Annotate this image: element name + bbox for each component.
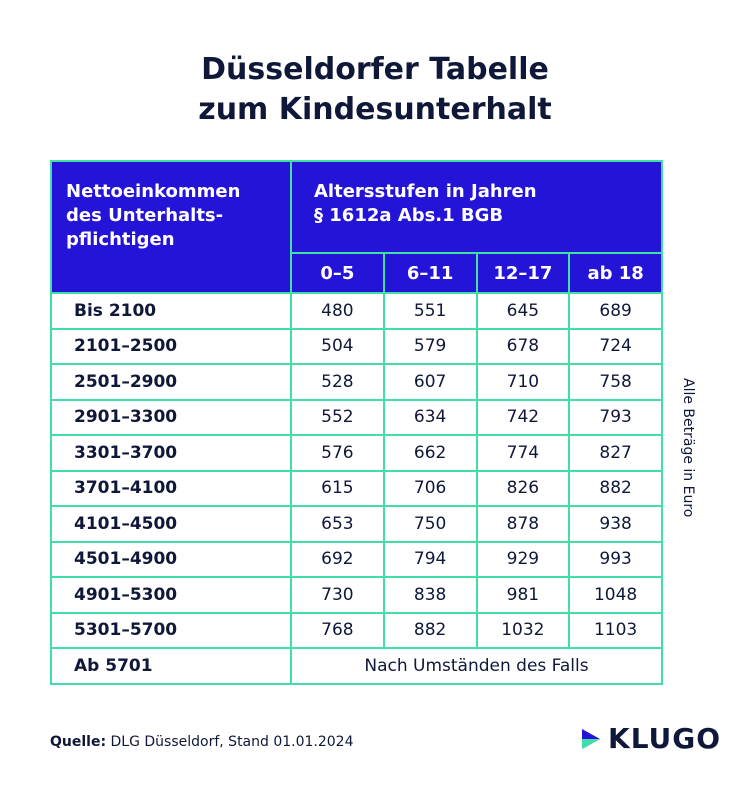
cell: 615: [290, 469, 385, 507]
note-cell: Nach Umständen des Falls: [290, 647, 663, 685]
cell: 528: [290, 363, 385, 401]
table-row: 4101–4500 653 750 878 938: [50, 505, 663, 543]
source-label: Quelle:: [50, 734, 107, 750]
cell: 678: [475, 327, 571, 365]
table-row: Bis 2100 480 551 645 689: [50, 292, 663, 330]
cell: 480: [290, 292, 385, 330]
row-label: 4101–4500: [50, 505, 292, 543]
cell: 662: [382, 434, 478, 472]
header-line: Altersstufen in Jahren: [314, 181, 537, 202]
cell: 826: [475, 469, 571, 507]
footer: Quelle: DLG Düsseldorf, Stand 01.01.2024: [50, 734, 354, 750]
cell: 710: [475, 363, 571, 401]
table-row: 2501–2900 528 607 710 758: [50, 363, 663, 401]
cell: 552: [290, 398, 385, 436]
cell: 579: [382, 327, 478, 365]
title-line: zum Kindesunterhalt: [198, 92, 552, 127]
row-label: 3701–4100: [50, 469, 292, 507]
table-body: Bis 2100 480 551 645 689 2101–2500 504 579 678 72…: [50, 292, 663, 685]
row-label: 2101–2500: [50, 327, 292, 365]
header-line: Nettoeinkommen: [66, 181, 241, 202]
table-row: Ab 5701 Nach Umständen des Falls: [50, 647, 663, 685]
cell: 758: [568, 363, 663, 401]
cell: 838: [382, 576, 478, 614]
row-label: 3301–3700: [50, 434, 292, 472]
cell: 827: [568, 434, 663, 472]
header-line: des Unterhalts-: [66, 205, 224, 226]
source: DLG Düsseldorf, Stand 01.01.2024: [110, 734, 354, 750]
cell: 576: [290, 434, 385, 472]
cell: 938: [568, 505, 663, 543]
cell: 794: [382, 540, 478, 578]
title: Düsseldorfer Tabelle zum Kindesunterhalt: [0, 50, 750, 130]
cell: 504: [290, 327, 385, 365]
logo-icon: [582, 728, 600, 749]
cell: 724: [568, 327, 663, 365]
row-label: 2901–3300: [50, 398, 292, 436]
column-header-row: 0–5 6–11 12–17 ab 18: [51, 252, 663, 294]
cell: 551: [382, 292, 478, 330]
group-header: Altersstufen in Jahren § 1612a Abs.1 BGB: [290, 160, 663, 254]
cell: 730: [290, 576, 385, 614]
row-label: 2501–2900: [50, 363, 292, 401]
cell: 768: [290, 611, 385, 649]
cell: 793: [568, 398, 663, 436]
cell: 774: [475, 434, 571, 472]
cell: 750: [382, 505, 478, 543]
table-row: 3301–3700 576 662 774 827: [50, 434, 663, 472]
cell: 742: [475, 398, 571, 436]
header-line: pflichtigen: [66, 229, 175, 250]
cell: 706: [382, 469, 478, 507]
cell: 607: [382, 363, 478, 401]
table-row: 4501–4900 692 794 929 993: [50, 540, 663, 578]
table: Nettoeinkommen des Unterhalts- pflichtig…: [50, 160, 663, 685]
cell: 882: [382, 611, 478, 649]
logo-text: KLUGO: [608, 722, 722, 755]
table-row: 2101–2500 504 579 678 724: [50, 327, 663, 365]
row-label: 5301–5700: [50, 611, 292, 649]
cell: 882: [568, 469, 663, 507]
cell: 1103: [568, 611, 663, 649]
table-row: 5301–5700 768 882 1032 1103: [50, 611, 663, 649]
corner-header: Nettoeinkommen des Unterhalts- pflichtig…: [50, 160, 292, 294]
cell: 981: [475, 576, 571, 614]
logo: KLUGO: [580, 722, 721, 755]
table-row: 3701–4100 615 706 826 882: [50, 469, 663, 507]
side-note: Alle Beträge in Euro: [680, 378, 696, 518]
cell: 634: [382, 398, 478, 436]
column-header: ab 18: [568, 252, 663, 294]
cell: 689: [568, 292, 663, 330]
column-header: 0–5: [290, 252, 385, 294]
table-row: 4901–5300 730 838 981 1048: [50, 576, 663, 614]
cell: 993: [568, 540, 663, 578]
row-label: Bis 2100: [50, 292, 292, 330]
cell: 929: [475, 540, 571, 578]
column-header: 12–17: [475, 252, 571, 294]
title-line: Düsseldorfer Tabelle: [201, 52, 549, 87]
cell: 645: [475, 292, 571, 330]
cell: 878: [475, 505, 571, 543]
table-row: 2901–3300 552 634 742 793: [50, 398, 663, 436]
header-line: § 1612a Abs.1 BGB: [314, 205, 504, 226]
column-header: 6–11: [382, 252, 478, 294]
row-label: 4501–4900: [50, 540, 292, 578]
cell: 692: [290, 540, 385, 578]
row-label: Ab 5701: [50, 647, 292, 685]
cell: 1032: [475, 611, 571, 649]
cell: 1048: [568, 576, 663, 614]
cell: 653: [290, 505, 385, 543]
row-label: 4901–5300: [50, 576, 292, 614]
